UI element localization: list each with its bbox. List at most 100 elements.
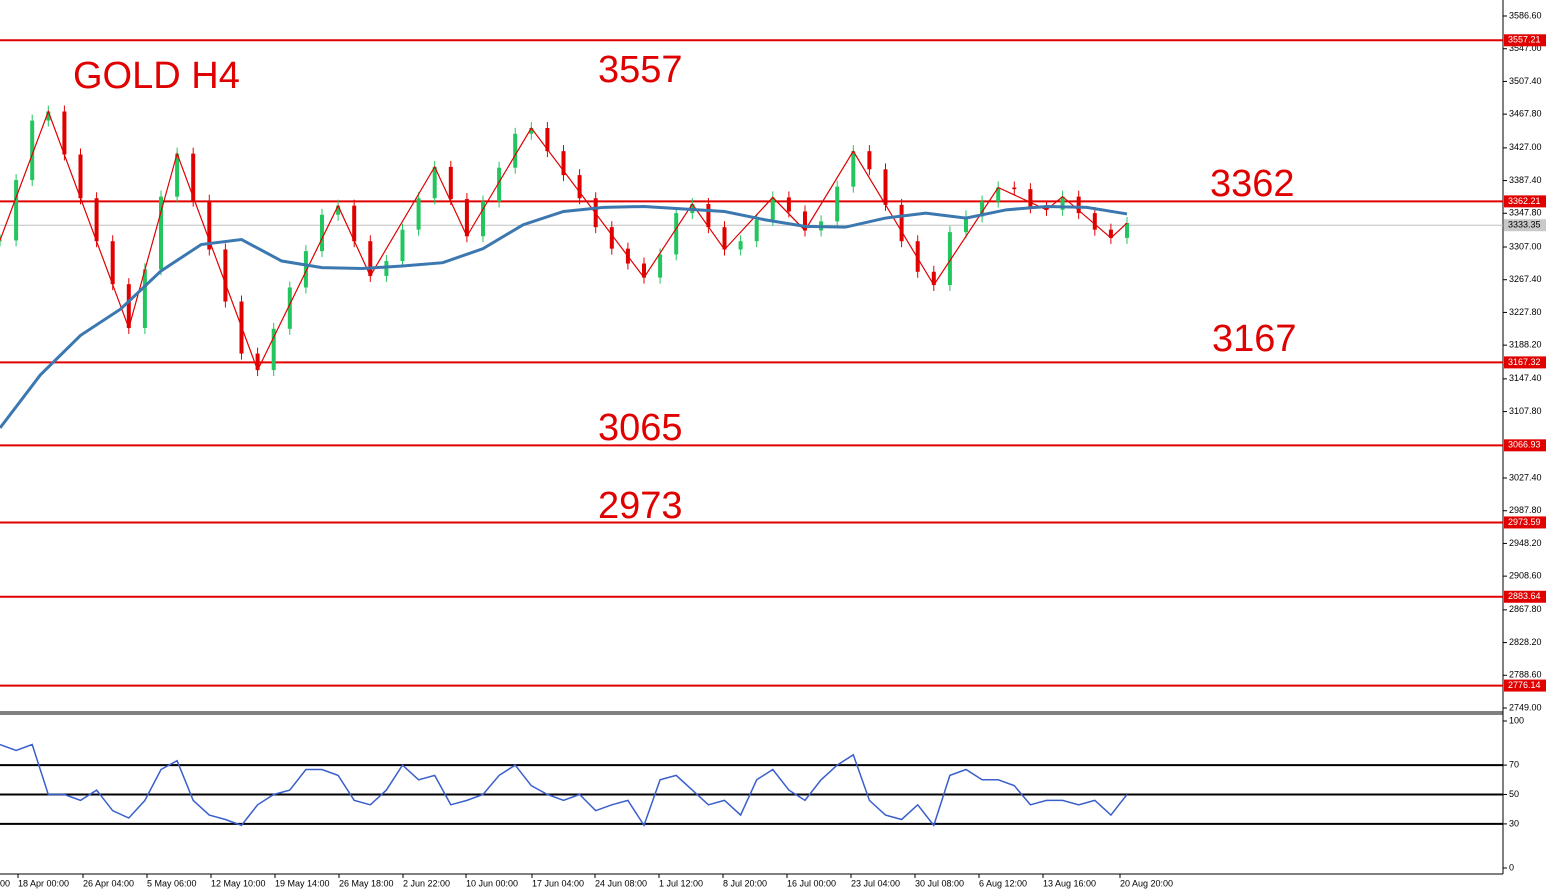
zigzag bbox=[0, 109, 1128, 372]
candle-body bbox=[207, 200, 212, 250]
x-tick-label: 18 Apr 00:00 bbox=[18, 878, 69, 888]
candle-body bbox=[561, 151, 566, 176]
candle-body bbox=[770, 197, 775, 220]
y-tick-label: 3467.80 bbox=[1509, 109, 1542, 119]
x-tick-label: 24 Jun 08:00 bbox=[595, 878, 647, 888]
candle-body bbox=[448, 166, 453, 200]
candle-body bbox=[46, 111, 51, 121]
candle-body bbox=[223, 249, 228, 302]
candle-body bbox=[1125, 223, 1129, 238]
candle-body bbox=[835, 186, 840, 222]
annotation: 3362 bbox=[1210, 163, 1295, 205]
y-tick-label: 3027.40 bbox=[1509, 472, 1542, 482]
candle-body bbox=[1108, 229, 1113, 238]
candle-body bbox=[947, 232, 952, 286]
level-label: 3167.32 bbox=[1508, 357, 1541, 367]
candle-body bbox=[786, 197, 791, 212]
y-tick-label: 2908.60 bbox=[1509, 571, 1542, 581]
moving-average bbox=[0, 205, 1128, 429]
candle-body bbox=[497, 167, 502, 202]
x-tick-label: 16 Jul 00:00 bbox=[787, 878, 836, 888]
y-tick-label: 2948.20 bbox=[1509, 538, 1542, 548]
y-tick-label: 3547.00 bbox=[1509, 43, 1542, 53]
candle-body bbox=[432, 166, 437, 199]
candle-body bbox=[126, 284, 131, 328]
rsi-y-tick-label: 30 bbox=[1509, 818, 1519, 828]
candle-body bbox=[1028, 189, 1033, 208]
candle-body bbox=[996, 187, 1001, 202]
level-tag bbox=[1504, 590, 1546, 603]
y-tick-label: 3586.60 bbox=[1509, 10, 1542, 20]
candle-body bbox=[642, 263, 646, 278]
y-tick-label: 2749.00 bbox=[1509, 702, 1542, 712]
candle-body bbox=[78, 154, 83, 199]
level-label: 3066.93 bbox=[1508, 440, 1541, 450]
candle-body bbox=[481, 201, 485, 237]
candle-body bbox=[1060, 196, 1065, 210]
x-tick-label: 6 Aug 12:00 bbox=[979, 878, 1027, 888]
chart-title: GOLD H4 bbox=[73, 55, 240, 97]
rsi-y-tick-label: 100 bbox=[1509, 715, 1524, 725]
level-tag bbox=[1504, 195, 1546, 208]
y-tick-label: 3347.80 bbox=[1509, 208, 1542, 218]
candle-body bbox=[980, 201, 985, 217]
candle-body bbox=[368, 241, 373, 276]
candle-body bbox=[464, 199, 469, 237]
y-tick-label: 2867.80 bbox=[1509, 604, 1542, 614]
y-tick-label: 3147.40 bbox=[1509, 373, 1542, 383]
x-tick-label: 10 Jun 00:00 bbox=[466, 878, 518, 888]
x-tick-label: 17 Jun 04:00 bbox=[532, 878, 584, 888]
y-tick-label: 3107.80 bbox=[1509, 406, 1542, 416]
level-label: 3557.21 bbox=[1508, 35, 1541, 45]
candle-body bbox=[14, 180, 19, 241]
candle-body bbox=[609, 227, 614, 249]
x-tick-label: 20 Aug 20:00 bbox=[1120, 878, 1173, 888]
candle-body bbox=[899, 204, 904, 242]
candle-body bbox=[883, 169, 888, 205]
x-tick-label: 26 Apr 04:00 bbox=[83, 878, 134, 888]
candle-body bbox=[722, 227, 727, 250]
rsi-y-tick-label: 70 bbox=[1509, 759, 1519, 769]
level-tag bbox=[1504, 356, 1546, 369]
candle-body bbox=[1076, 196, 1081, 214]
candle-body bbox=[1092, 213, 1097, 230]
level-tag bbox=[1504, 516, 1546, 529]
x-tick-label: 00 bbox=[0, 878, 10, 888]
candle-body bbox=[142, 269, 147, 328]
candle-body bbox=[191, 153, 196, 201]
x-tick-label: 12 May 10:00 bbox=[211, 878, 266, 888]
candle-body bbox=[931, 271, 936, 286]
y-tick-label: 3427.00 bbox=[1509, 142, 1542, 152]
candle-body bbox=[803, 211, 807, 231]
candle-body bbox=[255, 353, 260, 371]
candle-body bbox=[867, 151, 872, 170]
level-label: 3362.21 bbox=[1508, 196, 1541, 206]
x-tick-label: 19 May 14:00 bbox=[275, 878, 330, 888]
candle-body bbox=[159, 196, 163, 270]
candle-body bbox=[175, 153, 180, 197]
candle-body bbox=[1012, 187, 1017, 190]
candle-body bbox=[94, 198, 99, 242]
candle-body bbox=[110, 241, 115, 285]
rsi-y-tick-label: 50 bbox=[1509, 789, 1519, 799]
y-tick-label: 2788.60 bbox=[1509, 670, 1542, 680]
candle-body bbox=[706, 204, 711, 228]
annotation: 3167 bbox=[1212, 318, 1297, 360]
level-label: 2883.64 bbox=[1508, 591, 1541, 601]
y-tick-label: 3307.00 bbox=[1509, 241, 1542, 251]
annotation: 3065 bbox=[598, 407, 683, 449]
candle-body bbox=[674, 213, 679, 255]
level-label: 2973.59 bbox=[1508, 517, 1541, 527]
candle-body bbox=[287, 287, 292, 329]
y-tick-label: 3227.80 bbox=[1509, 307, 1542, 317]
y-tick-label: 3267.40 bbox=[1509, 274, 1542, 284]
candle-body bbox=[513, 133, 518, 168]
candle-body bbox=[529, 128, 534, 134]
rsi-y-tick-label: 0 bbox=[1509, 862, 1514, 872]
candle-body bbox=[416, 198, 421, 230]
x-tick-label: 23 Jul 04:00 bbox=[851, 878, 900, 888]
candle-body bbox=[352, 205, 357, 242]
level-tag bbox=[1504, 439, 1546, 452]
candle-body bbox=[1044, 207, 1049, 210]
